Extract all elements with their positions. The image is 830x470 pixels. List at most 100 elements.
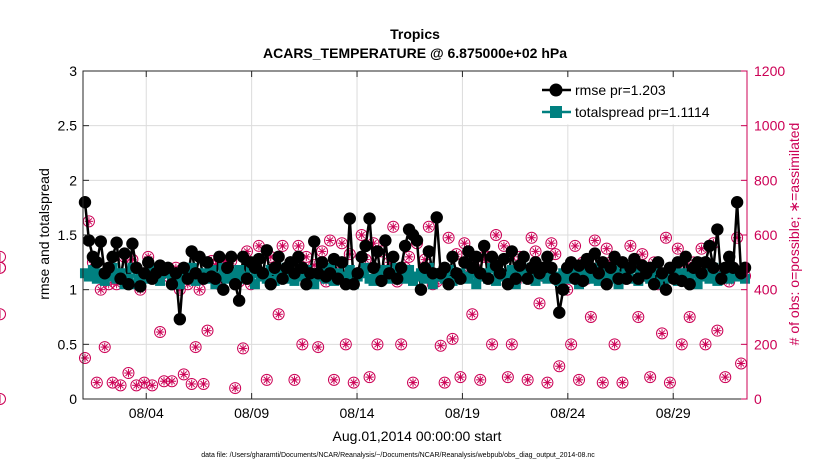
obs-possible-point bbox=[407, 376, 420, 389]
obs-assimilated-point bbox=[665, 378, 675, 387]
obs-assimilated-point bbox=[444, 233, 453, 242]
rmse-point bbox=[300, 278, 313, 291]
obs-assimilated-point bbox=[317, 247, 327, 256]
x-tick-label: 08/09 bbox=[234, 405, 269, 421]
obs-assimilated-point bbox=[574, 375, 584, 385]
rmse-point bbox=[509, 272, 522, 285]
obs-assimilated-stroke bbox=[536, 300, 543, 307]
obs-possible-point bbox=[237, 342, 250, 355]
obs-assimilated-point bbox=[349, 378, 358, 387]
rmse-point bbox=[367, 261, 380, 274]
obs-assimilated-point bbox=[325, 236, 335, 245]
rmse-point bbox=[209, 272, 222, 285]
rmse-point bbox=[347, 278, 360, 291]
obs-assimilated-stroke bbox=[397, 341, 405, 348]
obs-assimilated-stroke bbox=[326, 237, 334, 244]
obs-assimilated-stroke bbox=[627, 242, 634, 250]
legend-totalspread-marker bbox=[550, 106, 562, 118]
obs-assimilated-stroke bbox=[125, 369, 132, 377]
totalspread-point bbox=[491, 275, 502, 286]
rmse-point bbox=[268, 261, 281, 274]
obs-possible-point bbox=[573, 373, 586, 386]
obs-assimilated-stroke bbox=[619, 379, 626, 386]
obs-possible-point bbox=[545, 237, 558, 250]
rmse-point bbox=[177, 261, 190, 274]
obs-assimilated-stroke bbox=[133, 382, 140, 389]
obs-assimilated-point bbox=[634, 312, 643, 322]
obs-assimilated-point bbox=[262, 375, 271, 385]
rmse-point bbox=[707, 261, 720, 274]
obs-possible-point bbox=[466, 308, 479, 321]
x-axis-label: Aug.01,2014 00:00:00 start bbox=[333, 428, 502, 444]
rmse-point bbox=[78, 196, 92, 209]
obs-possible-point bbox=[339, 338, 352, 351]
obs-assimilated-stroke bbox=[204, 327, 211, 334]
obs-possible-point bbox=[600, 242, 613, 255]
obs-assimilated-stroke bbox=[97, 286, 105, 293]
axis-ticks: 08/04 08/09 08/14 08/19 08/24 08/29 0 0.5 1 1.5 2 2… bbox=[58, 63, 786, 421]
y-left-tick-label: 3 bbox=[69, 63, 77, 79]
obs-assimilated-stroke bbox=[263, 376, 271, 384]
rmse-point bbox=[422, 245, 436, 258]
obs-assimilated-stroke bbox=[314, 343, 322, 351]
obs-assimilated-stroke bbox=[358, 231, 365, 239]
rmse-point bbox=[414, 283, 428, 296]
obs-assimilated-point bbox=[657, 329, 667, 338]
obs-assimilated-point bbox=[721, 372, 730, 382]
rmse-point bbox=[497, 252, 511, 266]
rmse-point bbox=[375, 274, 388, 288]
rmse-point bbox=[651, 256, 665, 269]
rmse-point bbox=[442, 278, 455, 291]
obs-possible-point bbox=[711, 324, 724, 337]
obs-possible-point bbox=[197, 377, 210, 390]
y-left-tick-label: 2.5 bbox=[58, 118, 78, 134]
obs-assimilated-stroke bbox=[338, 239, 346, 247]
x-tick-label: 08/24 bbox=[550, 405, 585, 421]
rmse-point bbox=[553, 306, 566, 319]
obs-possible-point bbox=[438, 376, 451, 389]
rmse-point bbox=[94, 235, 107, 248]
obs-possible-point bbox=[490, 229, 503, 241]
obs-assimilated-point bbox=[230, 383, 240, 393]
obs-assimilated-stroke bbox=[508, 341, 516, 348]
obs-assimilated-point bbox=[132, 381, 141, 390]
obs-possible-point bbox=[553, 360, 566, 373]
obs-assimilated-stroke bbox=[500, 242, 508, 250]
rmse-point bbox=[240, 272, 254, 285]
obs-possible-point bbox=[541, 376, 554, 389]
totalspread-point bbox=[692, 279, 703, 290]
obs-assimilated-stroke bbox=[101, 343, 109, 351]
y-right-tick-label: 1200 bbox=[754, 63, 785, 79]
rmse-point bbox=[505, 245, 519, 258]
rmse-point bbox=[351, 267, 364, 280]
totalspread-point bbox=[289, 275, 300, 286]
rmse-point bbox=[335, 256, 349, 269]
rmse-point bbox=[659, 283, 673, 296]
rmse-point bbox=[723, 250, 736, 264]
obs-assimilated-point bbox=[424, 222, 434, 231]
obs-possible-point bbox=[699, 338, 712, 351]
totalspread-point bbox=[368, 275, 379, 286]
obs-assimilated-stroke bbox=[449, 335, 456, 343]
rmse-point bbox=[106, 250, 119, 264]
obs-possible-point bbox=[78, 352, 91, 364]
rmse-point bbox=[165, 278, 179, 291]
obs-assimilated-point bbox=[543, 378, 552, 387]
rmse-point bbox=[647, 278, 661, 291]
totalspread-point bbox=[87, 264, 98, 275]
obs-assimilated-stroke bbox=[468, 310, 476, 318]
totalspread-point bbox=[724, 273, 735, 284]
obs-assimilated-stroke bbox=[192, 343, 199, 351]
obs-assimilated-stroke bbox=[575, 376, 583, 384]
chart-subtitle: ACARS_TEMPERATURE @ 6.875000e+02 hPa bbox=[263, 45, 567, 61]
obs-possible-point bbox=[565, 338, 578, 351]
obs-assimilated-point bbox=[313, 342, 323, 352]
obs-assimilated-stroke bbox=[109, 379, 116, 386]
obs-assimilated-stroke bbox=[571, 242, 579, 250]
totalspread-point bbox=[740, 273, 751, 284]
obs-possible-point bbox=[608, 338, 621, 351]
obs-possible-point bbox=[363, 371, 376, 384]
obs-assimilated-point bbox=[179, 370, 188, 379]
obs-possible-point bbox=[122, 367, 135, 380]
obs-possible-point bbox=[98, 341, 111, 354]
